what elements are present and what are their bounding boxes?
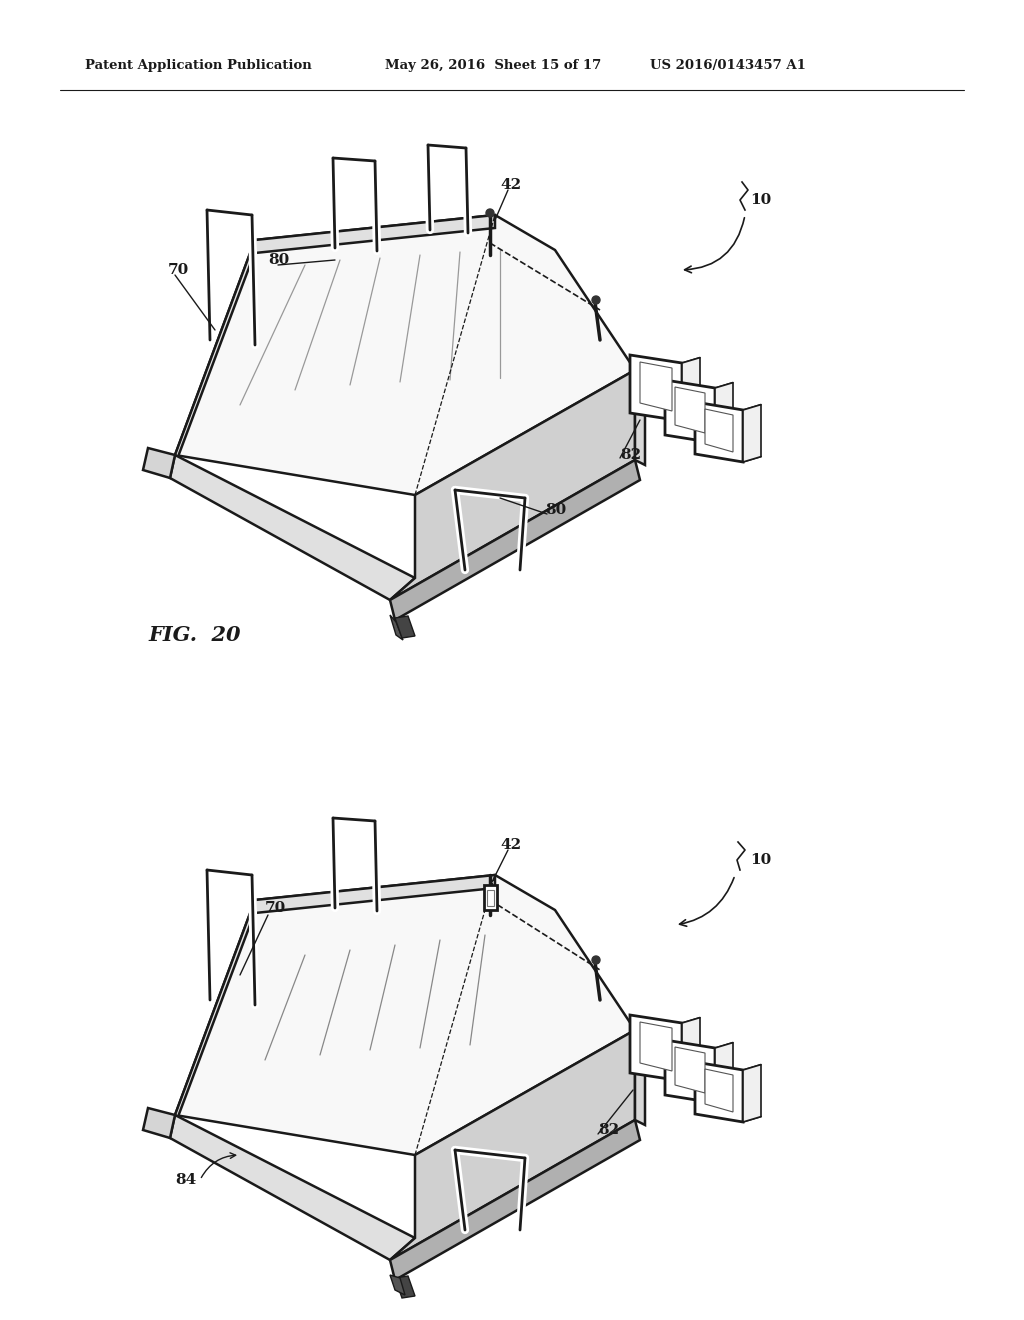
Polygon shape [390, 370, 635, 601]
Polygon shape [390, 459, 640, 620]
Circle shape [486, 209, 494, 216]
Polygon shape [390, 1030, 635, 1261]
FancyArrowPatch shape [680, 878, 734, 927]
Polygon shape [640, 1022, 672, 1071]
Polygon shape [665, 1040, 715, 1104]
Polygon shape [630, 355, 682, 421]
Text: 70: 70 [168, 263, 189, 277]
Circle shape [592, 956, 600, 964]
Text: Patent Application Publication: Patent Application Publication [85, 58, 311, 71]
Polygon shape [705, 409, 733, 451]
Text: 42: 42 [500, 838, 521, 851]
Polygon shape [390, 615, 403, 640]
Polygon shape [395, 1276, 415, 1298]
Polygon shape [665, 380, 715, 444]
Polygon shape [675, 1047, 705, 1093]
Polygon shape [675, 387, 705, 433]
Polygon shape [484, 884, 497, 909]
Polygon shape [695, 403, 743, 462]
Polygon shape [635, 370, 645, 465]
Polygon shape [390, 1119, 640, 1280]
Polygon shape [487, 890, 494, 906]
Text: US 2016/0143457 A1: US 2016/0143457 A1 [650, 58, 806, 71]
Text: 42: 42 [500, 178, 521, 191]
Polygon shape [640, 362, 672, 411]
Text: 82: 82 [598, 1123, 620, 1137]
Polygon shape [390, 1275, 406, 1295]
Polygon shape [715, 383, 733, 444]
Polygon shape [175, 215, 635, 495]
Polygon shape [255, 215, 495, 253]
Polygon shape [743, 1065, 761, 1122]
Polygon shape [143, 447, 175, 478]
Text: FIG.  20: FIG. 20 [148, 624, 241, 645]
Text: 80: 80 [268, 253, 289, 267]
Text: 84: 84 [175, 1173, 197, 1187]
Polygon shape [395, 616, 415, 638]
FancyArrowPatch shape [685, 218, 744, 273]
Text: 10: 10 [750, 193, 771, 207]
Polygon shape [705, 1069, 733, 1111]
Polygon shape [255, 875, 495, 913]
Text: 70: 70 [265, 902, 287, 915]
Text: 80: 80 [545, 503, 566, 517]
Polygon shape [170, 1115, 415, 1261]
Polygon shape [170, 240, 255, 478]
Polygon shape [682, 1018, 700, 1081]
Polygon shape [630, 1015, 682, 1081]
Polygon shape [695, 1063, 743, 1122]
Polygon shape [715, 1043, 733, 1104]
Polygon shape [682, 358, 700, 421]
Text: May 26, 2016  Sheet 15 of 17: May 26, 2016 Sheet 15 of 17 [385, 58, 601, 71]
Text: 82: 82 [620, 447, 641, 462]
Polygon shape [170, 455, 415, 601]
Polygon shape [143, 1107, 175, 1138]
Text: 10: 10 [750, 853, 771, 867]
Polygon shape [170, 900, 255, 1138]
Polygon shape [635, 1030, 645, 1125]
Polygon shape [175, 875, 635, 1155]
Circle shape [592, 296, 600, 304]
Polygon shape [743, 405, 761, 462]
